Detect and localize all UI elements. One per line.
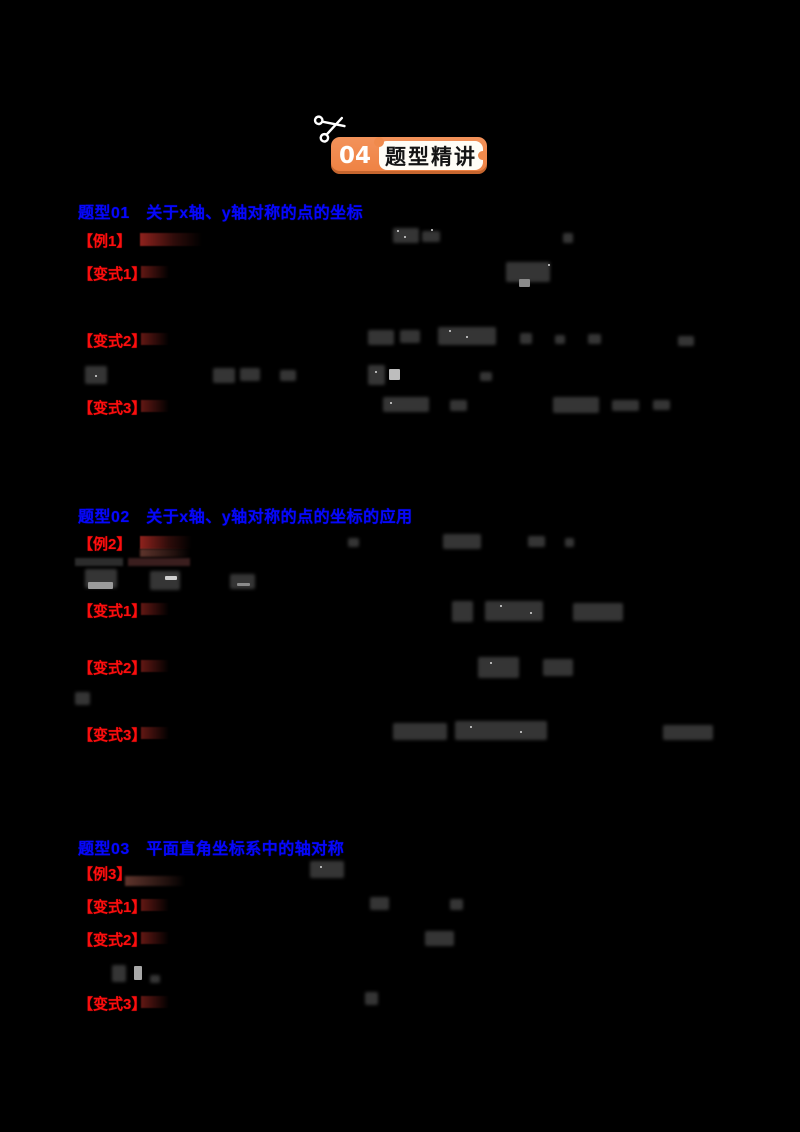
- section3-variant1-label: 【变式1】: [78, 899, 147, 916]
- red-underline-remnant: [141, 603, 169, 615]
- section1-variant1-label: 【变式1】: [78, 266, 147, 283]
- badge-notch: [374, 137, 384, 147]
- section3-example-label: 【例3】: [78, 866, 132, 883]
- red-underline-remnant: [140, 536, 192, 549]
- section1-variant3-label: 【变式3】: [78, 400, 147, 417]
- section1-variant2-label: 【变式2】: [78, 333, 147, 350]
- scissors-icon: [313, 115, 346, 143]
- red-underline-remnant: [125, 876, 185, 886]
- red-underline-remnant: [141, 266, 169, 278]
- red-underline-remnant: [141, 899, 169, 911]
- badge-notch: [478, 151, 487, 160]
- red-underline-remnant: [141, 727, 169, 739]
- section2-variant3-label: 【变式3】: [78, 727, 147, 744]
- chapter-badge: 04 题型精讲: [331, 137, 487, 174]
- badge-title: 题型精讲: [385, 145, 477, 169]
- section3-variant3-label: 【变式3】: [78, 996, 147, 1013]
- section2-variant1-label: 【变式1】: [78, 603, 147, 620]
- section3-heading: 题型03 平面直角坐标系中的轴对称: [78, 841, 345, 858]
- section1-example-label: 【例1】: [78, 233, 132, 250]
- red-underline-remnant: [140, 549, 190, 557]
- section1-heading: 题型01 关于x轴、y轴对称的点的坐标: [78, 205, 364, 222]
- red-underline-remnant: [141, 400, 169, 412]
- badge-number: 04: [338, 142, 371, 169]
- red-underline-remnant: [141, 333, 169, 345]
- section2-heading: 题型02 关于x轴、y轴对称的点的坐标的应用: [78, 509, 413, 526]
- red-underline-remnant: [141, 932, 169, 944]
- badge-title-pill: 题型精讲: [374, 137, 487, 170]
- section2-variant2-label: 【变式2】: [78, 660, 147, 677]
- red-underline-remnant: [141, 996, 169, 1008]
- red-underline-remnant: [141, 660, 169, 672]
- section2-example-label: 【例2】: [78, 536, 132, 553]
- section3-variant2-label: 【变式2】: [78, 932, 147, 949]
- red-underline-remnant: [140, 233, 202, 246]
